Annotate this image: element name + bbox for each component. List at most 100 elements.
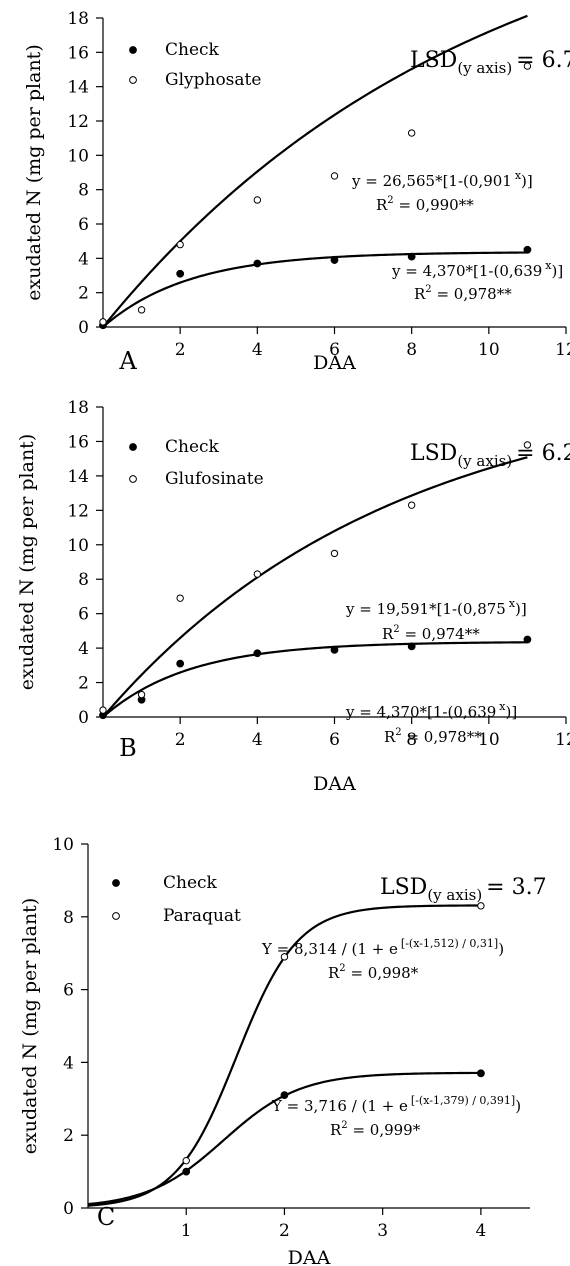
legend-marker-glufosinate [129,475,137,483]
r2-r: R [328,964,340,982]
r2-r: R [414,285,426,303]
equation-superscript: x [515,169,522,182]
data-point-glyphosate [99,318,107,326]
x-tick-label: 1 [181,1221,192,1241]
r-squared-paraquat: R2 = 0,998* [328,963,419,982]
data-point-check [176,659,185,668]
data-point-glyphosate [137,306,146,314]
equation-main: Y = 8,314 / (1 + e [261,940,398,958]
r-squared-glyphosate: R2 = 0,990** [376,195,474,214]
data-point-paraquat [477,902,485,910]
x-tick-label: 12 [555,340,570,360]
y-tick-label: 8 [78,181,89,201]
lsd-annotation: LSD(y axis) = 3.7 [380,875,547,904]
lsd-subscript: (y axis) [427,886,482,904]
r2-r: R [384,728,396,746]
data-point-check [253,259,262,268]
y-tick-label: 4 [78,249,89,269]
y-tick-label: 4 [63,1053,74,1073]
panel-label: A [118,347,137,375]
x-tick-label: 6 [329,340,340,360]
lsd-prefix: LSD [410,48,457,73]
x-tick-label: 8 [406,730,417,750]
legend-label-paraquat: Paraquat [163,906,241,926]
legend-label-glufosinate: Glufosinate [165,469,264,489]
lsd-value: = 3.7 [486,875,546,900]
x-tick-label: 4 [252,730,263,750]
x-axis-label: DAA [313,352,356,374]
r2-r: R [330,1121,342,1139]
y-tick-label: 8 [78,570,89,590]
panel-label: C [97,1203,115,1231]
legend-label-check: Check [165,40,220,60]
data-point-glufosinate [330,549,339,558]
data-point-paraquat [182,1156,190,1165]
y-tick-label: 8 [63,908,74,928]
y-axis-label: exudated N (mg per plant) [19,898,41,1154]
data-point-check [330,256,339,264]
equation-main: y = 4,370*[1-(0,639 [391,262,542,280]
data-point-glufosinate [407,501,416,509]
x-tick-label: 10 [478,730,500,750]
y-tick-label: 16 [67,43,89,63]
data-point-check [182,1167,191,1176]
equation-main: y = 26,565*[1-(0,901 [351,172,512,190]
y-tick-label: 12 [67,112,89,132]
r2-exponent: 2 [387,195,393,206]
r2-exponent: 2 [425,284,431,295]
data-point-glyphosate [407,129,416,137]
r2-exponent: 2 [341,1120,347,1131]
y-tick-label: 14 [67,78,89,98]
r2-value: = 0,990** [394,196,475,214]
r2-exponent: 2 [395,727,401,738]
y-tick-label: 2 [78,284,89,304]
fit-equation-check: Y = 3,716 / (1 + e [-(x-1,379) / 0,391]) [271,1094,521,1115]
legend-label-check: Check [163,873,218,893]
y-tick-label: 18 [67,398,89,418]
data-point-check [407,252,416,261]
x-tick-label: 8 [406,340,417,360]
data-point-glyphosate [253,196,262,204]
panel-label: B [119,734,137,762]
y-tick-label: 10 [67,536,89,556]
x-axis-label: DAA [288,1247,331,1266]
fit-curve-check [102,641,528,718]
data-point-glyphosate [523,62,532,70]
r-squared-check: R2 = 0,978** [414,284,512,303]
r2-r: R [376,196,388,214]
fit-equation-check: y = 4,370*[1-(0,639 x)] [391,259,563,280]
data-point-check [176,269,185,278]
y-tick-label: 6 [78,215,89,235]
data-point-check [253,649,262,658]
fit-curve-check [102,251,528,328]
fit-equation-glyphosate: y = 26,565*[1-(0,901 x)] [351,169,533,190]
y-tick-label: 6 [78,605,89,625]
fit-equation-check: y = 4,370*[1-(0,639 x)] [345,700,517,721]
y-tick-label: 16 [67,432,89,452]
data-point-glufosinate [176,594,184,602]
r-squared-check: R2 = 0,999* [330,1120,421,1139]
x-tick-label: 12 [555,730,570,750]
x-tick-label: 4 [475,1221,486,1241]
y-tick-label: 18 [67,9,89,29]
data-point-check [523,635,532,644]
equation-end: ) [498,940,504,958]
r2-exponent: 2 [393,624,399,635]
x-tick-label: 2 [175,340,186,360]
legend-marker-check [129,46,137,54]
y-axis-label: exudated N (mg per plant) [16,434,38,690]
y-tick-label: 4 [78,639,89,659]
equation-superscript: [-(x-1,512) / 0,31] [401,937,498,950]
data-point-glyphosate [176,240,184,249]
fit-curve-glufosinate [102,456,528,718]
data-point-glufosinate [99,706,107,714]
lsd-value: = 6.7 [516,48,570,73]
equation-end: )] [515,600,527,618]
chart-panel-b: 0 2 4 6 8 10 12 14 16 18 2 4 6 8 10 12 exudated N (mg pe… [16,398,570,795]
data-point-glufosinate [137,690,146,699]
lsd-annotation: LSD(y axis) = 6.2 [410,441,570,470]
data-point-glufosinate [523,441,532,449]
equation-main: y = 19,591*[1-(0,875 [345,600,506,618]
